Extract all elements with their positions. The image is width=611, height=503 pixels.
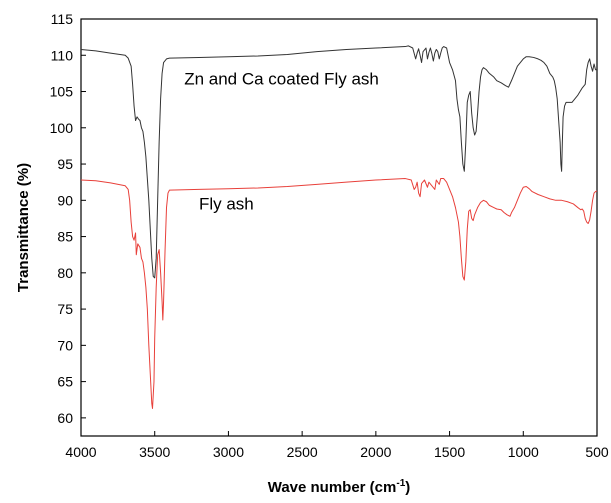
x-axis-title-main: Wave number (cm bbox=[268, 479, 397, 496]
series-line-2 bbox=[80, 178, 598, 409]
x-tick-label: 3500 bbox=[139, 444, 170, 460]
x-tick-label: 2500 bbox=[287, 444, 318, 460]
y-tick-label: 60 bbox=[57, 410, 73, 426]
x-axis-title-suffix: ) bbox=[405, 479, 410, 496]
y-tick-label: 70 bbox=[57, 337, 73, 353]
annotation-label: Fly ash bbox=[199, 195, 254, 214]
y-tick-label: 105 bbox=[50, 84, 74, 100]
y-tick-label: 115 bbox=[51, 11, 74, 27]
y-tick-label: 100 bbox=[50, 120, 74, 136]
annotation-label: Zn and Ca coated Fly ash bbox=[184, 69, 379, 88]
y-tick-label: 75 bbox=[57, 301, 73, 317]
x-tick-label: 1500 bbox=[434, 444, 465, 460]
y-tick-label: 95 bbox=[57, 156, 73, 172]
y-tick-label: 110 bbox=[51, 47, 74, 63]
y-tick-label: 80 bbox=[57, 265, 73, 281]
y-tick-label: 65 bbox=[57, 374, 73, 390]
x-axis-title-superscript: -1 bbox=[396, 478, 405, 489]
x-tick-label: 4000 bbox=[65, 444, 96, 460]
series-line-1 bbox=[80, 45, 597, 279]
y-tick-label: 90 bbox=[57, 192, 73, 208]
x-tick-label: 2000 bbox=[360, 444, 391, 460]
x-tick-label: 3000 bbox=[213, 444, 244, 460]
y-tick-label: 85 bbox=[57, 229, 73, 245]
x-tick-label: 500 bbox=[585, 444, 609, 460]
x-axis-title: Wave number (cm-1) bbox=[268, 478, 411, 496]
plot-frame bbox=[80, 18, 598, 437]
y-axis-title: Transmittance (%) bbox=[15, 163, 32, 292]
x-tick-label: 1000 bbox=[508, 444, 539, 460]
